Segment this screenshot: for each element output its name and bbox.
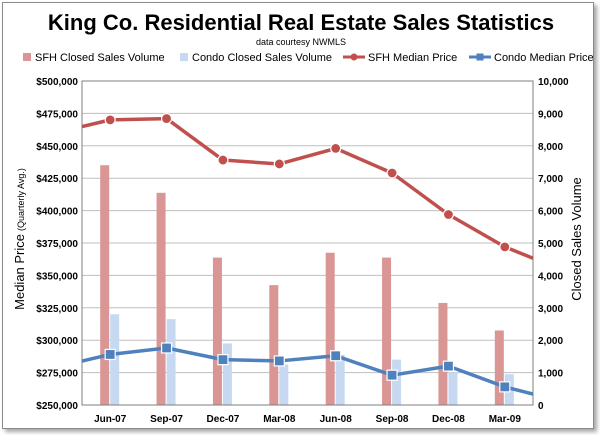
bar-sfh — [100, 165, 110, 405]
left-tick-label: $400,000 — [36, 207, 78, 218]
left-axis-ticks: $250,000 $275,000 $300,000 $325,000 $350,000… — [36, 77, 78, 412]
x-tick-label: Jun-08 — [320, 414, 353, 425]
right-tick-label: 1,000 — [538, 369, 563, 380]
right-tick-label: 8,000 — [538, 142, 563, 153]
legend-marker — [350, 53, 358, 61]
condo-price-point — [442, 360, 455, 372]
bar-sfh — [325, 252, 335, 405]
bar-sfh — [438, 302, 448, 405]
right-tick-label: 7,000 — [538, 174, 563, 185]
condo-price-point — [499, 381, 511, 393]
plot-area — [81, 80, 534, 406]
x-tick-label: Jun-07 — [94, 414, 127, 425]
legend-marker — [476, 53, 484, 61]
left-axis-title-main: Median Price — [12, 234, 27, 310]
left-tick-label: $275,000 — [36, 369, 78, 380]
left-tick-label: $475,000 — [36, 109, 78, 120]
bar-condo — [279, 364, 289, 405]
legend-label: SFH Median Price — [368, 52, 457, 64]
legend: SFH Closed Sales Volume Condo Closed Sale… — [23, 52, 593, 64]
sfh-median-line — [81, 116, 534, 260]
bar-sfh — [382, 257, 392, 405]
condo-price-point — [386, 369, 398, 381]
right-tick-label: 0 — [538, 401, 544, 412]
sfh-price-point — [273, 158, 285, 170]
bar-condo — [222, 343, 232, 405]
legend-swatch — [180, 53, 188, 61]
condo-price-point — [160, 342, 173, 354]
right-tick-label: 5,000 — [538, 239, 563, 250]
legend-label: SFH Closed Sales Volume — [35, 52, 165, 64]
sfh-price-point — [160, 112, 173, 125]
condo-median-line — [81, 346, 534, 396]
condo-price-point — [330, 350, 342, 362]
chart-frame: King Co. Residential Real Estate Sales S… — [2, 2, 594, 429]
x-tick-label: Dec-08 — [432, 414, 465, 425]
x-tick-label: Dec-07 — [207, 414, 240, 425]
right-tick-label: 2,000 — [538, 336, 563, 347]
legend-label: Condo Median Price — [494, 52, 593, 64]
left-tick-label: $350,000 — [36, 271, 78, 282]
right-axis-title: Closed Sales Volume — [569, 177, 584, 301]
sfh-price-point — [499, 241, 511, 253]
right-tick-label: 4,000 — [538, 271, 563, 282]
bar-condo — [166, 319, 176, 405]
bar-sfh — [156, 192, 166, 405]
sfh-price-point — [386, 167, 398, 179]
lines — [81, 112, 534, 396]
gridlines — [82, 80, 533, 406]
left-tick-label: $425,000 — [36, 174, 78, 185]
left-tick-label: $500,000 — [36, 77, 78, 88]
chart-title: King Co. Residential Real Estate Sales S… — [48, 10, 554, 35]
x-tick-label: Sep-07 — [150, 414, 183, 425]
x-axis-ticks: Jun-07 Sep-07 Dec-07 Mar-08 Jun-08 Sep-08 Dec-… — [94, 414, 521, 425]
bar-sfh — [494, 330, 504, 405]
x-tick-label: Mar-08 — [263, 414, 296, 425]
left-axis-title-suffix: (Quarterly Avg.) — [16, 168, 26, 231]
chart-subtitle: data courtesy NWMLS — [256, 37, 346, 47]
legend-swatch — [23, 53, 31, 61]
condo-price-point — [217, 354, 229, 366]
bar-condo — [335, 354, 345, 405]
left-tick-label: $300,000 — [36, 336, 78, 347]
legend-label: Condo Closed Sales Volume — [192, 52, 332, 64]
left-axis-title: Median Price (Quarterly Avg.) — [12, 168, 27, 310]
sfh-price-point — [442, 208, 455, 221]
right-tick-label: 10,000 — [538, 77, 569, 88]
right-tick-label: 3,000 — [538, 304, 563, 315]
plot-border — [81, 80, 534, 406]
condo-price-point — [273, 355, 285, 367]
chart-svg: King Co. Residential Real Estate Sales S… — [12, 10, 593, 425]
x-tick-label: Mar-09 — [489, 414, 522, 425]
right-tick-label: 9,000 — [538, 109, 563, 120]
left-tick-label: $250,000 — [36, 401, 78, 412]
bar-condo — [392, 359, 402, 405]
left-tick-label: $450,000 — [36, 142, 78, 153]
left-tick-label: $325,000 — [36, 304, 78, 315]
bar-sfh — [212, 257, 222, 405]
sfh-price-point — [104, 114, 116, 126]
sfh-price-point — [217, 154, 229, 166]
bar-sfh — [269, 285, 279, 405]
right-tick-label: 6,000 — [538, 207, 563, 218]
sfh-price-point — [330, 142, 342, 154]
x-tick-label: Sep-08 — [376, 414, 409, 425]
left-tick-label: $375,000 — [36, 239, 78, 250]
bar-condo — [448, 372, 458, 405]
condo-price-point — [104, 348, 116, 361]
right-axis-ticks: 0 1,000 2,000 3,000 4,000 5,000 6,000 7,000 8,00… — [538, 77, 569, 412]
